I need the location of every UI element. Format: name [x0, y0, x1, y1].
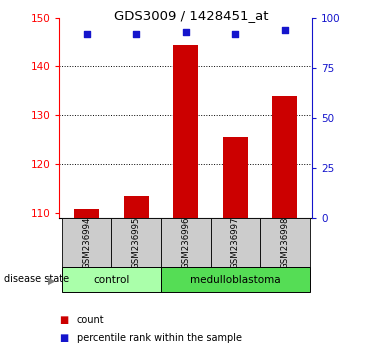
Text: percentile rank within the sample: percentile rank within the sample	[77, 333, 242, 343]
Point	[232, 31, 238, 36]
Text: GDS3009 / 1428451_at: GDS3009 / 1428451_at	[114, 9, 269, 22]
Text: GSM236998: GSM236998	[280, 216, 290, 269]
Point	[83, 31, 90, 36]
Bar	[173, 45, 198, 218]
Text: count: count	[77, 315, 104, 325]
Point	[183, 29, 189, 35]
Bar	[124, 196, 149, 218]
Text: GSM236995: GSM236995	[132, 216, 141, 269]
Point	[282, 27, 288, 33]
Text: disease state: disease state	[4, 274, 69, 284]
Text: ■: ■	[59, 315, 69, 325]
Bar	[260, 218, 310, 267]
Text: GSM236994: GSM236994	[82, 216, 91, 269]
Text: ■: ■	[59, 333, 69, 343]
Bar	[74, 209, 99, 218]
Bar	[62, 267, 161, 292]
Bar	[161, 267, 310, 292]
Bar	[62, 218, 111, 267]
Text: medulloblastoma: medulloblastoma	[190, 275, 281, 285]
Bar	[111, 218, 161, 267]
Bar	[211, 218, 260, 267]
Bar	[272, 96, 297, 218]
Text: GSM236997: GSM236997	[231, 216, 240, 269]
Bar	[223, 137, 248, 218]
Text: control: control	[93, 275, 129, 285]
Text: GSM236996: GSM236996	[181, 216, 190, 269]
Point	[133, 31, 139, 36]
Bar	[161, 218, 211, 267]
Text: ▶: ▶	[48, 275, 56, 285]
